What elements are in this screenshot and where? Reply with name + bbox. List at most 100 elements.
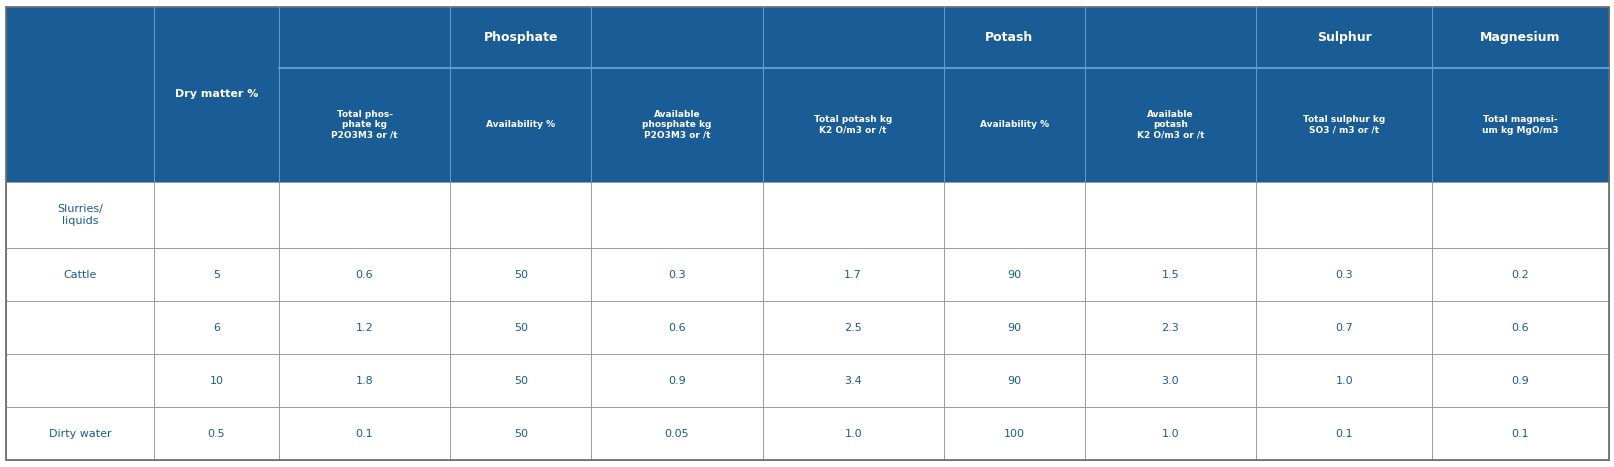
Text: 0.6: 0.6 (668, 323, 686, 333)
Bar (762, 354, 943, 407)
Text: Dry matter %: Dry matter % (174, 89, 258, 99)
Bar (6, 407, 153, 460)
Bar (279, 248, 450, 301)
Text: 1.2: 1.2 (355, 323, 373, 333)
Text: Potash: Potash (985, 31, 1033, 44)
Bar (591, 354, 762, 407)
Text: 0.1: 0.1 (355, 429, 373, 439)
Bar (591, 7, 762, 182)
Bar (153, 7, 279, 182)
Bar (1432, 301, 1608, 354)
Bar (279, 354, 450, 407)
Bar (591, 407, 762, 460)
Bar (450, 354, 591, 407)
Text: 0.9: 0.9 (1511, 375, 1528, 386)
Bar (1256, 407, 1432, 460)
Text: Total sulphur kg
SO3 / m3 or /t: Total sulphur kg SO3 / m3 or /t (1302, 115, 1385, 134)
Bar (1432, 248, 1608, 301)
Text: 50: 50 (513, 429, 528, 439)
Text: 1.8: 1.8 (355, 375, 373, 386)
Bar (943, 182, 1085, 248)
Text: 0.3: 0.3 (668, 270, 686, 280)
Text: 50: 50 (513, 270, 528, 280)
Text: 50: 50 (513, 323, 528, 333)
Bar (450, 182, 591, 248)
Text: 0.5: 0.5 (207, 429, 224, 439)
Text: Available
potash
K2 O/m3 or /t: Available potash K2 O/m3 or /t (1136, 110, 1204, 140)
Bar (762, 7, 943, 182)
Bar (6, 182, 153, 248)
Text: Available
phosphate kg
P2O3M3 or /t: Available phosphate kg P2O3M3 or /t (642, 110, 712, 140)
Text: 90: 90 (1007, 375, 1020, 386)
Bar (1432, 354, 1608, 407)
Bar (1085, 407, 1256, 460)
Bar (1432, 407, 1608, 460)
Text: 0.7: 0.7 (1335, 323, 1353, 333)
Bar (1256, 301, 1432, 354)
Bar (1085, 301, 1256, 354)
Text: 0.6: 0.6 (355, 270, 373, 280)
Text: Sulphur: Sulphur (1315, 31, 1370, 44)
Text: 5: 5 (213, 270, 220, 280)
Bar (943, 7, 1085, 182)
Bar (1256, 248, 1432, 301)
Bar (1256, 182, 1432, 248)
Bar (943, 248, 1085, 301)
Bar (762, 248, 943, 301)
Text: Magnesium: Magnesium (1480, 31, 1559, 44)
Text: 1.0: 1.0 (844, 429, 862, 439)
Bar (943, 407, 1085, 460)
Text: 3.4: 3.4 (844, 375, 862, 386)
Bar (1085, 7, 1256, 182)
Bar (762, 182, 943, 248)
Text: 2.5: 2.5 (844, 323, 862, 333)
Bar (153, 248, 279, 301)
Text: Total phos-
phate kg
P2O3M3 or /t: Total phos- phate kg P2O3M3 or /t (331, 110, 397, 140)
Text: Slurries/
liquids: Slurries/ liquids (56, 204, 103, 226)
Bar (450, 248, 591, 301)
Text: 90: 90 (1007, 323, 1020, 333)
Bar (1432, 182, 1608, 248)
Bar (153, 354, 279, 407)
Text: 1.0: 1.0 (1335, 375, 1353, 386)
Text: 1.5: 1.5 (1160, 270, 1178, 280)
Text: Cattle: Cattle (63, 270, 97, 280)
Text: 0.3: 0.3 (1335, 270, 1353, 280)
Bar (153, 182, 279, 248)
Text: 1.0: 1.0 (1160, 429, 1178, 439)
Bar (1432, 7, 1608, 182)
Bar (279, 407, 450, 460)
Text: 1.7: 1.7 (844, 270, 862, 280)
Bar (153, 301, 279, 354)
Text: Availability %: Availability % (980, 120, 1047, 129)
Bar (762, 301, 943, 354)
Bar (762, 407, 943, 460)
Bar (943, 354, 1085, 407)
Bar (450, 301, 591, 354)
Text: 100: 100 (1002, 429, 1023, 439)
Text: 6: 6 (213, 323, 220, 333)
Bar (1085, 354, 1256, 407)
Bar (1085, 182, 1256, 248)
Bar (6, 7, 153, 182)
Bar (1256, 354, 1432, 407)
Text: 2.3: 2.3 (1160, 323, 1178, 333)
Bar (1256, 7, 1432, 182)
Bar (6, 248, 153, 301)
Bar (591, 301, 762, 354)
Bar (591, 248, 762, 301)
Bar (450, 7, 591, 182)
Bar (279, 7, 450, 182)
Text: 50: 50 (513, 375, 528, 386)
Text: 0.05: 0.05 (665, 429, 689, 439)
Text: 3.0: 3.0 (1160, 375, 1178, 386)
Text: 0.1: 0.1 (1511, 429, 1528, 439)
Text: Dirty water: Dirty water (48, 429, 111, 439)
Bar (6, 354, 153, 407)
Bar (279, 182, 450, 248)
Text: Total potash kg
K2 O/m3 or /t: Total potash kg K2 O/m3 or /t (813, 115, 891, 134)
Bar (6, 301, 153, 354)
Text: 0.2: 0.2 (1511, 270, 1528, 280)
Bar (153, 407, 279, 460)
Text: Phosphate: Phosphate (483, 31, 557, 44)
